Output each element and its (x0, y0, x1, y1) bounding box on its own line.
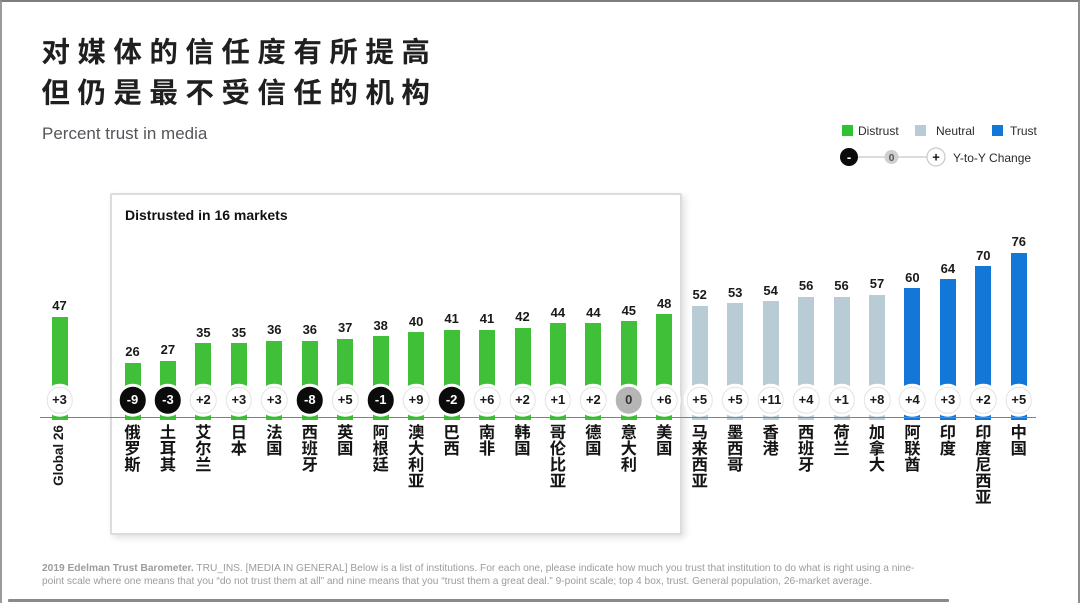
svg-text:+: + (932, 149, 940, 164)
svg-text:0: 0 (889, 151, 895, 163)
svg-text:-: - (847, 149, 851, 164)
